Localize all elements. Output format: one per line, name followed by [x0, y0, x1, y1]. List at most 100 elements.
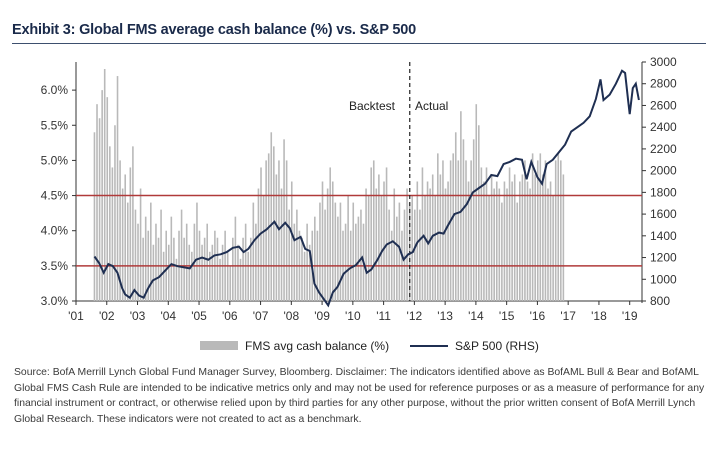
cash-balance-bar	[516, 202, 519, 301]
cash-balance-bar	[162, 251, 165, 301]
right-tick-label: 2200	[650, 142, 677, 156]
right-tick-label: 2800	[650, 77, 677, 91]
cash-balance-bar	[406, 188, 408, 301]
cash-balance-bar	[221, 244, 224, 301]
cash-balance-bar	[339, 202, 342, 301]
right-tick-label: 2600	[650, 98, 677, 112]
x-tick-label: '18	[591, 309, 607, 323]
legend-bar-label: FMS avg cash balance (%)	[245, 339, 389, 353]
actual-label: Actual	[415, 99, 448, 113]
cash-balance-bar	[539, 153, 542, 301]
cash-balance-bar	[393, 188, 396, 301]
cash-balance-bar	[206, 223, 208, 301]
cash-balance-bar	[398, 202, 401, 301]
cash-balance-bar	[160, 209, 162, 301]
right-tick-label: 1000	[650, 272, 677, 286]
cash-balance-bar	[219, 258, 221, 301]
cash-balance-bar	[534, 174, 536, 301]
left-tick-label: 4.5%	[41, 189, 69, 203]
cash-balance-bar	[444, 188, 447, 301]
cash-balance-bar	[216, 237, 219, 301]
cash-balance-bar	[324, 209, 326, 301]
cash-balance-bar	[96, 104, 98, 302]
cash-balance-bar	[270, 132, 273, 301]
cash-balance-bar	[211, 244, 214, 301]
cash-balance-bar	[357, 216, 360, 301]
cash-balance-bar	[419, 209, 421, 301]
cash-balance-bar	[536, 160, 539, 301]
legend: FMS avg cash balance (%) S&P 500 (RHS)	[200, 339, 539, 353]
cash-balance-bar	[472, 139, 475, 301]
x-tick-label: '01	[68, 309, 84, 323]
cash-balance-bar	[503, 181, 506, 301]
cash-balance-bar	[129, 167, 132, 301]
cash-balance-bar	[437, 153, 439, 301]
cash-balance-bar	[375, 188, 378, 301]
cash-balance-bar	[201, 244, 203, 301]
x-tick-label: '06	[222, 309, 238, 323]
cash-balance-bar	[119, 160, 121, 301]
cash-balance-bar	[188, 244, 191, 301]
cash-balance-bar	[249, 237, 252, 301]
cash-balance-bars	[93, 69, 565, 302]
cash-balance-bar	[470, 160, 472, 301]
cash-balance-bar	[157, 237, 160, 301]
cash-balance-bar	[378, 174, 380, 301]
x-tick-label: '17	[560, 309, 576, 323]
cash-balance-bar	[554, 160, 557, 301]
cash-balance-bar	[237, 244, 239, 301]
cash-balance-bar	[144, 216, 147, 301]
cash-balance-bar	[285, 160, 288, 301]
cash-balance-bar	[547, 188, 549, 301]
cash-balance-bar	[352, 202, 355, 301]
cash-balance-bar	[531, 153, 534, 301]
cash-balance-bar	[460, 111, 462, 302]
x-tick-label: '08	[284, 309, 300, 323]
cash-balance-bar	[308, 244, 311, 301]
left-axis-ticks: 3.0% 3.5% 4.0% 4.5% 5.0% 5.5% 6.0%	[41, 83, 76, 308]
cash-balance-bar	[150, 202, 152, 301]
cash-balance-bar	[301, 237, 303, 301]
cash-balance-bar	[344, 223, 347, 301]
cash-balance-bar	[519, 181, 521, 301]
cash-balance-bar	[452, 153, 454, 301]
cash-balance-bar	[137, 223, 139, 301]
cash-balance-bar	[139, 188, 142, 301]
cash-balance-bar	[403, 209, 406, 301]
cash-balance-bar	[180, 209, 183, 301]
left-tick-label: 3.0%	[41, 294, 69, 308]
cash-balance-bar	[98, 118, 101, 302]
cash-balance-bar	[447, 181, 449, 301]
x-tick-label: '03	[130, 309, 146, 323]
cash-balance-bar	[280, 188, 283, 301]
cash-balance-bar	[370, 167, 372, 301]
cash-balance-bar	[116, 76, 119, 301]
right-tick-label: 1200	[650, 251, 677, 265]
cash-balance-bar	[334, 202, 337, 301]
cash-balance-bar	[132, 146, 134, 301]
cash-balance-bar	[524, 160, 526, 301]
cash-balance-bar	[229, 265, 232, 301]
x-tick-label: '07	[253, 309, 269, 323]
cash-balance-bar	[501, 202, 503, 301]
cash-balance-bar	[508, 167, 511, 301]
cash-balance-bar	[290, 181, 293, 301]
cash-balance-bar	[208, 251, 211, 301]
cash-balance-bar	[242, 237, 244, 301]
right-tick-label: 1800	[650, 185, 677, 199]
cash-balance-bar	[293, 223, 296, 301]
cash-balance-bar	[462, 139, 465, 301]
sp500-line	[93, 69, 640, 308]
cash-balance-bar	[175, 258, 178, 301]
cash-balance-bar	[411, 195, 413, 301]
cash-balance-bar	[155, 223, 157, 301]
right-tick-label: 3000	[650, 55, 677, 69]
x-tick-label: '05	[191, 309, 207, 323]
cash-balance-bar	[319, 202, 321, 301]
cash-balance-bar	[493, 188, 495, 301]
cash-balance-bar	[103, 69, 106, 301]
cash-balance-bar	[134, 209, 137, 301]
x-tick-label: '11	[376, 309, 391, 323]
cash-balance-bar	[367, 195, 370, 301]
left-tick-label: 6.0%	[41, 83, 69, 97]
